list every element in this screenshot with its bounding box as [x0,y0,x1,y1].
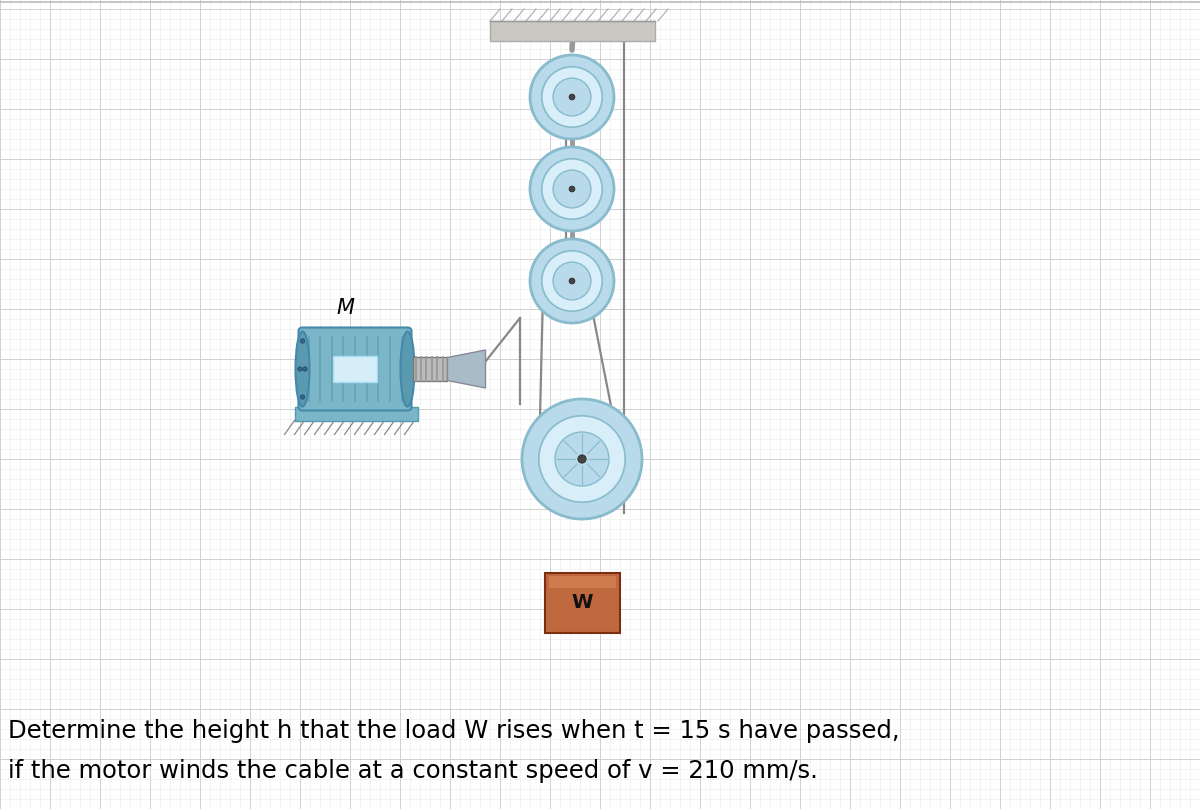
Circle shape [541,67,602,127]
FancyBboxPatch shape [299,328,412,410]
Text: Determine the height h that the load W rises when t = 15 s have passed,: Determine the height h that the load W r… [8,719,900,743]
Bar [490,21,655,41]
Bar [294,406,418,421]
Ellipse shape [295,332,310,406]
Ellipse shape [401,332,414,406]
Circle shape [569,94,575,100]
Circle shape [541,159,602,219]
Circle shape [300,339,305,343]
Circle shape [530,147,614,231]
Circle shape [553,262,590,300]
Polygon shape [448,350,486,388]
Circle shape [554,432,610,486]
Circle shape [298,366,302,371]
Bar [413,358,448,380]
Text: if the motor winds the cable at a constant speed of v = 210 mm/s.: if the motor winds the cable at a consta… [8,759,818,783]
Circle shape [569,278,575,284]
Circle shape [530,55,614,139]
Bar [332,356,377,382]
Circle shape [553,78,590,116]
Circle shape [300,395,305,399]
Text: M: M [336,298,354,317]
Circle shape [522,399,642,519]
Bar [545,573,619,633]
Bar [548,576,616,588]
Circle shape [578,455,587,464]
Circle shape [553,170,590,208]
Text: W: W [571,594,593,612]
Circle shape [569,186,575,192]
Circle shape [539,416,625,502]
Circle shape [530,239,614,323]
Circle shape [541,251,602,311]
Circle shape [302,366,307,371]
